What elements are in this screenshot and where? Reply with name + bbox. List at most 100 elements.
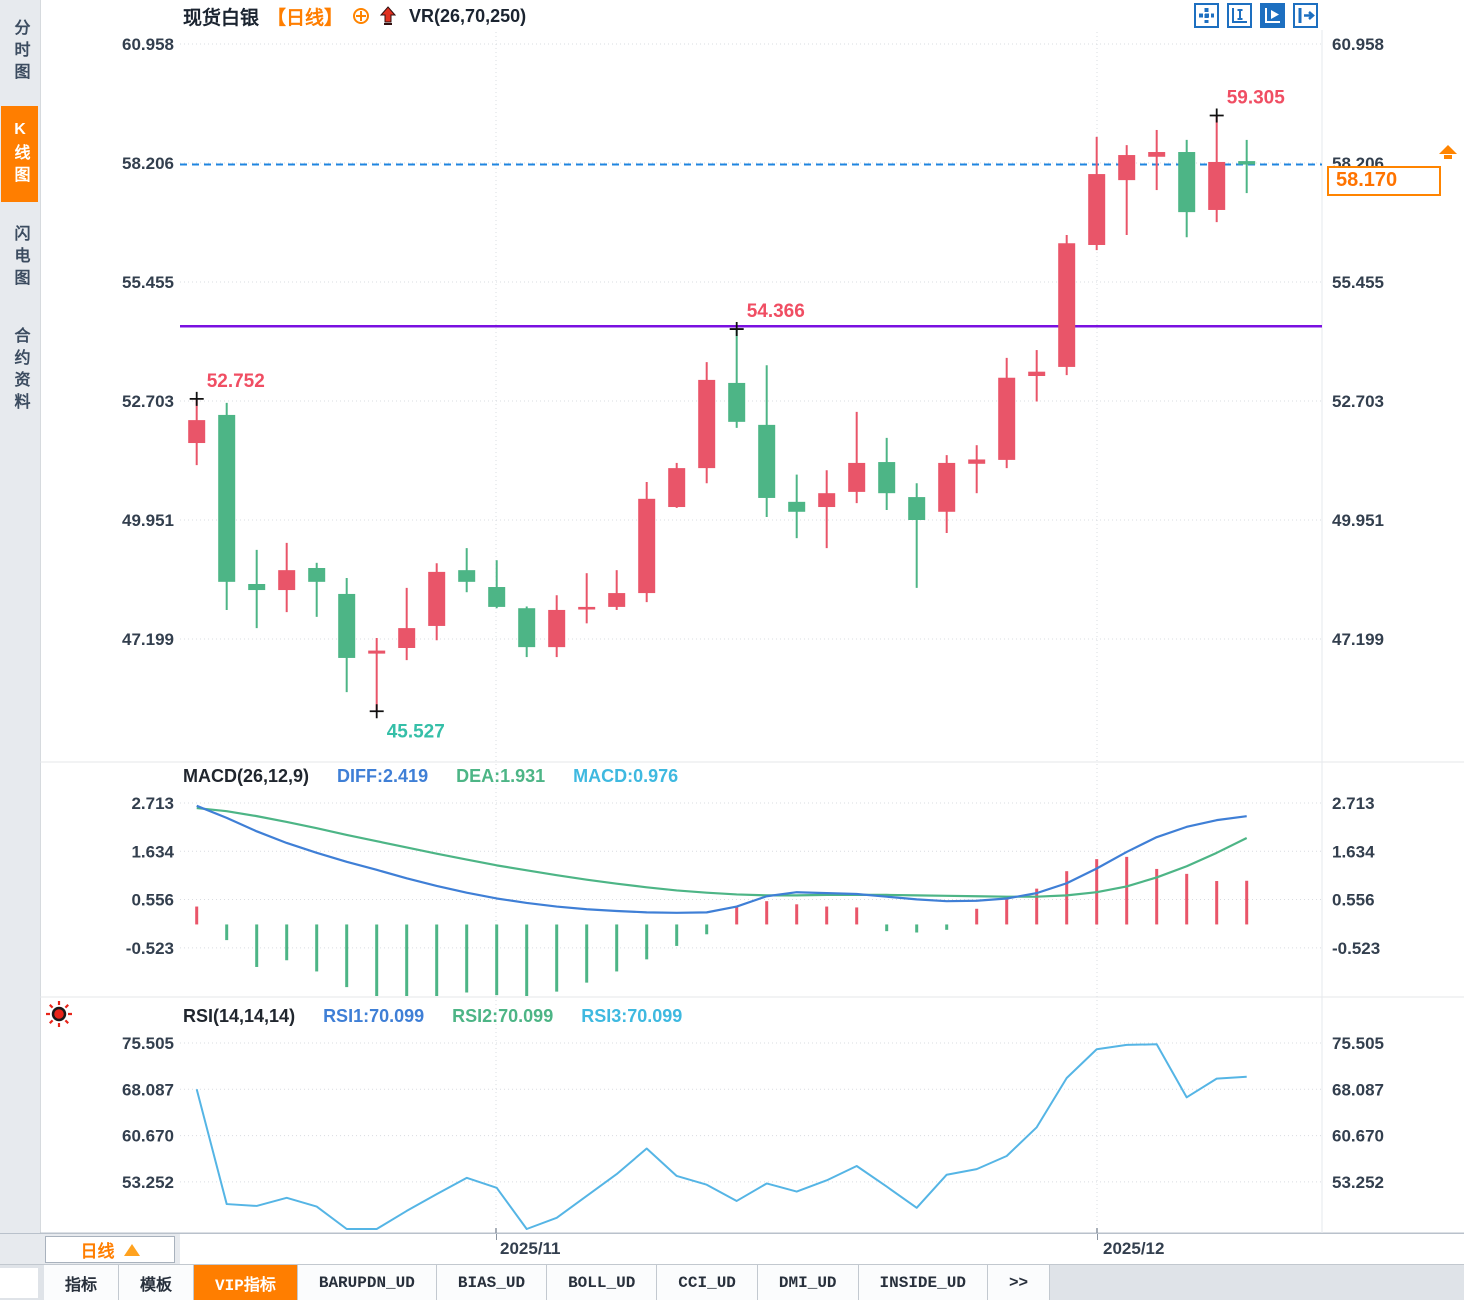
- price-up-arrow-icon: [1437, 143, 1459, 170]
- tab-3[interactable]: VIP指标: [194, 1265, 298, 1300]
- axis-label: 60.958: [1332, 35, 1384, 54]
- up-arrow-icon: [379, 6, 397, 26]
- dea-line: [196, 806, 1248, 898]
- axis-label: 1.634: [1332, 842, 1375, 861]
- extreme-price-label: 59.305: [1227, 87, 1286, 108]
- extreme-cross-marker: [369, 704, 384, 719]
- candle-body: [1028, 371, 1046, 377]
- candle-body: [818, 493, 836, 508]
- rsi1-value: RSI1:70.099: [323, 1006, 425, 1026]
- month-label-nov: 2025/11: [500, 1239, 561, 1258]
- target-icon[interactable]: [351, 6, 371, 26]
- axis-label: 53.252: [1332, 1173, 1384, 1192]
- axis-label: 0.556: [1332, 891, 1375, 910]
- last-price-tag: 58.170: [1327, 166, 1442, 196]
- axis-label: 75.505: [1332, 1034, 1384, 1053]
- extreme-cross-marker: [1209, 108, 1224, 123]
- tab-2[interactable]: 模板: [119, 1265, 195, 1300]
- candle-body: [938, 462, 956, 512]
- candle-body: [908, 497, 926, 520]
- axis-range-icon[interactable]: [1227, 3, 1252, 28]
- macd-diff-value: DIFF:2.419: [337, 766, 429, 786]
- period-label[interactable]: 【日线】: [267, 7, 344, 29]
- axis-label: 2.713: [1332, 794, 1375, 813]
- tab-7[interactable]: CCI_UD: [657, 1265, 758, 1300]
- axis-label: -0.523: [1332, 939, 1380, 958]
- axis-label: 75.505: [122, 1034, 174, 1053]
- candles: [188, 115, 1256, 712]
- axis-label: 47.199: [1332, 630, 1384, 649]
- rsi3-value: RSI3:70.099: [581, 1006, 683, 1026]
- indicator-tab-bar: 指标 模板 VIP指标 BARUPDN_UD BIAS_UD BOLL_UD CCI_UD D…: [0, 1264, 1464, 1300]
- candle-body: [188, 420, 206, 444]
- candle-body: [488, 587, 506, 607]
- candle-body: [338, 593, 356, 658]
- axis-label: 53.252: [122, 1173, 174, 1192]
- axis-label: -0.523: [126, 939, 174, 958]
- axis-play-icon[interactable]: [1260, 3, 1285, 28]
- macd-hist-value: MACD:0.976: [573, 766, 679, 786]
- axis-label: 52.703: [1332, 392, 1384, 411]
- candle-body: [1058, 243, 1076, 367]
- candle-body: [698, 379, 716, 469]
- candle-body: [728, 382, 746, 422]
- axis-label: 1.634: [131, 842, 174, 861]
- rsi2-value: RSI2:70.099: [452, 1006, 554, 1026]
- candle-body: [518, 608, 536, 648]
- tab-5[interactable]: BIAS_UD: [436, 1265, 548, 1300]
- candle-body: [218, 414, 236, 582]
- axis-tick: [1097, 1234, 1098, 1240]
- axis-label: 60.670: [1332, 1127, 1384, 1146]
- axis-label: 0.556: [131, 891, 174, 910]
- candle-body: [788, 501, 806, 512]
- candle-body: [878, 462, 896, 494]
- tab-10[interactable]: >>: [987, 1265, 1051, 1300]
- sidebar-item-3[interactable]: 闪电图: [11, 225, 29, 291]
- candle-body: [1148, 152, 1166, 157]
- candle-body: [1118, 155, 1136, 181]
- symbol-name: 现货白银: [183, 7, 260, 29]
- sidebar-item-2[interactable]: K线图: [1, 106, 38, 202]
- extreme-price-label: 54.366: [747, 301, 805, 322]
- candle-body: [458, 570, 476, 582]
- macd-dea-value: DEA:1.931: [456, 766, 546, 786]
- tab-1[interactable]: 指标: [44, 1265, 120, 1300]
- axis-label: 58.206: [122, 154, 174, 173]
- collapse-panel-icon[interactable]: [1293, 3, 1318, 28]
- axis-label: 49.951: [1332, 511, 1384, 530]
- candle-body: [638, 498, 656, 594]
- tab-8[interactable]: DMI_UD: [757, 1265, 859, 1300]
- vr-indicator-label: VR(26,70,250): [409, 5, 527, 26]
- candle-body: [1178, 152, 1196, 213]
- candle-body: [998, 377, 1016, 460]
- tab-6[interactable]: BOLL_UD: [547, 1265, 658, 1300]
- pan-crosshair-icon[interactable]: [1194, 3, 1219, 28]
- price-annotations: 52.752 45.527 54.366 59.305: [189, 87, 1286, 742]
- candle-body: [278, 570, 296, 591]
- axis-label: 60.670: [122, 1127, 174, 1146]
- rsi-name: RSI(14,14,14): [183, 1006, 296, 1026]
- axis-label: 55.455: [1332, 273, 1384, 292]
- chart-toolbar: [1194, 3, 1318, 28]
- extreme-cross-marker: [189, 391, 204, 406]
- candle-body: [428, 571, 446, 626]
- axis-label: 47.199: [122, 630, 174, 649]
- candle-body: [848, 462, 866, 492]
- macd-name: MACD(26,12,9): [183, 766, 310, 786]
- candle-body: [1088, 174, 1106, 245]
- candle-body: [368, 650, 386, 654]
- candle-body: [668, 468, 686, 508]
- axis-label: 49.951: [122, 511, 174, 530]
- sun-indicator-icon[interactable]: [45, 1000, 73, 1033]
- tab-9[interactable]: INSIDE_UD: [858, 1265, 988, 1300]
- sidebar-item-1[interactable]: 分时图: [11, 19, 29, 85]
- candle-body: [1208, 161, 1226, 210]
- sidebar-item-4[interactable]: 合约资料: [11, 327, 29, 415]
- period-selector-button[interactable]: 日线: [45, 1236, 175, 1263]
- rsi-panel: [195, 1043, 1247, 1230]
- axis-label: 55.455: [122, 273, 174, 292]
- candle-body: [608, 593, 626, 607]
- tab-4[interactable]: BARUPDN_UD: [297, 1265, 437, 1300]
